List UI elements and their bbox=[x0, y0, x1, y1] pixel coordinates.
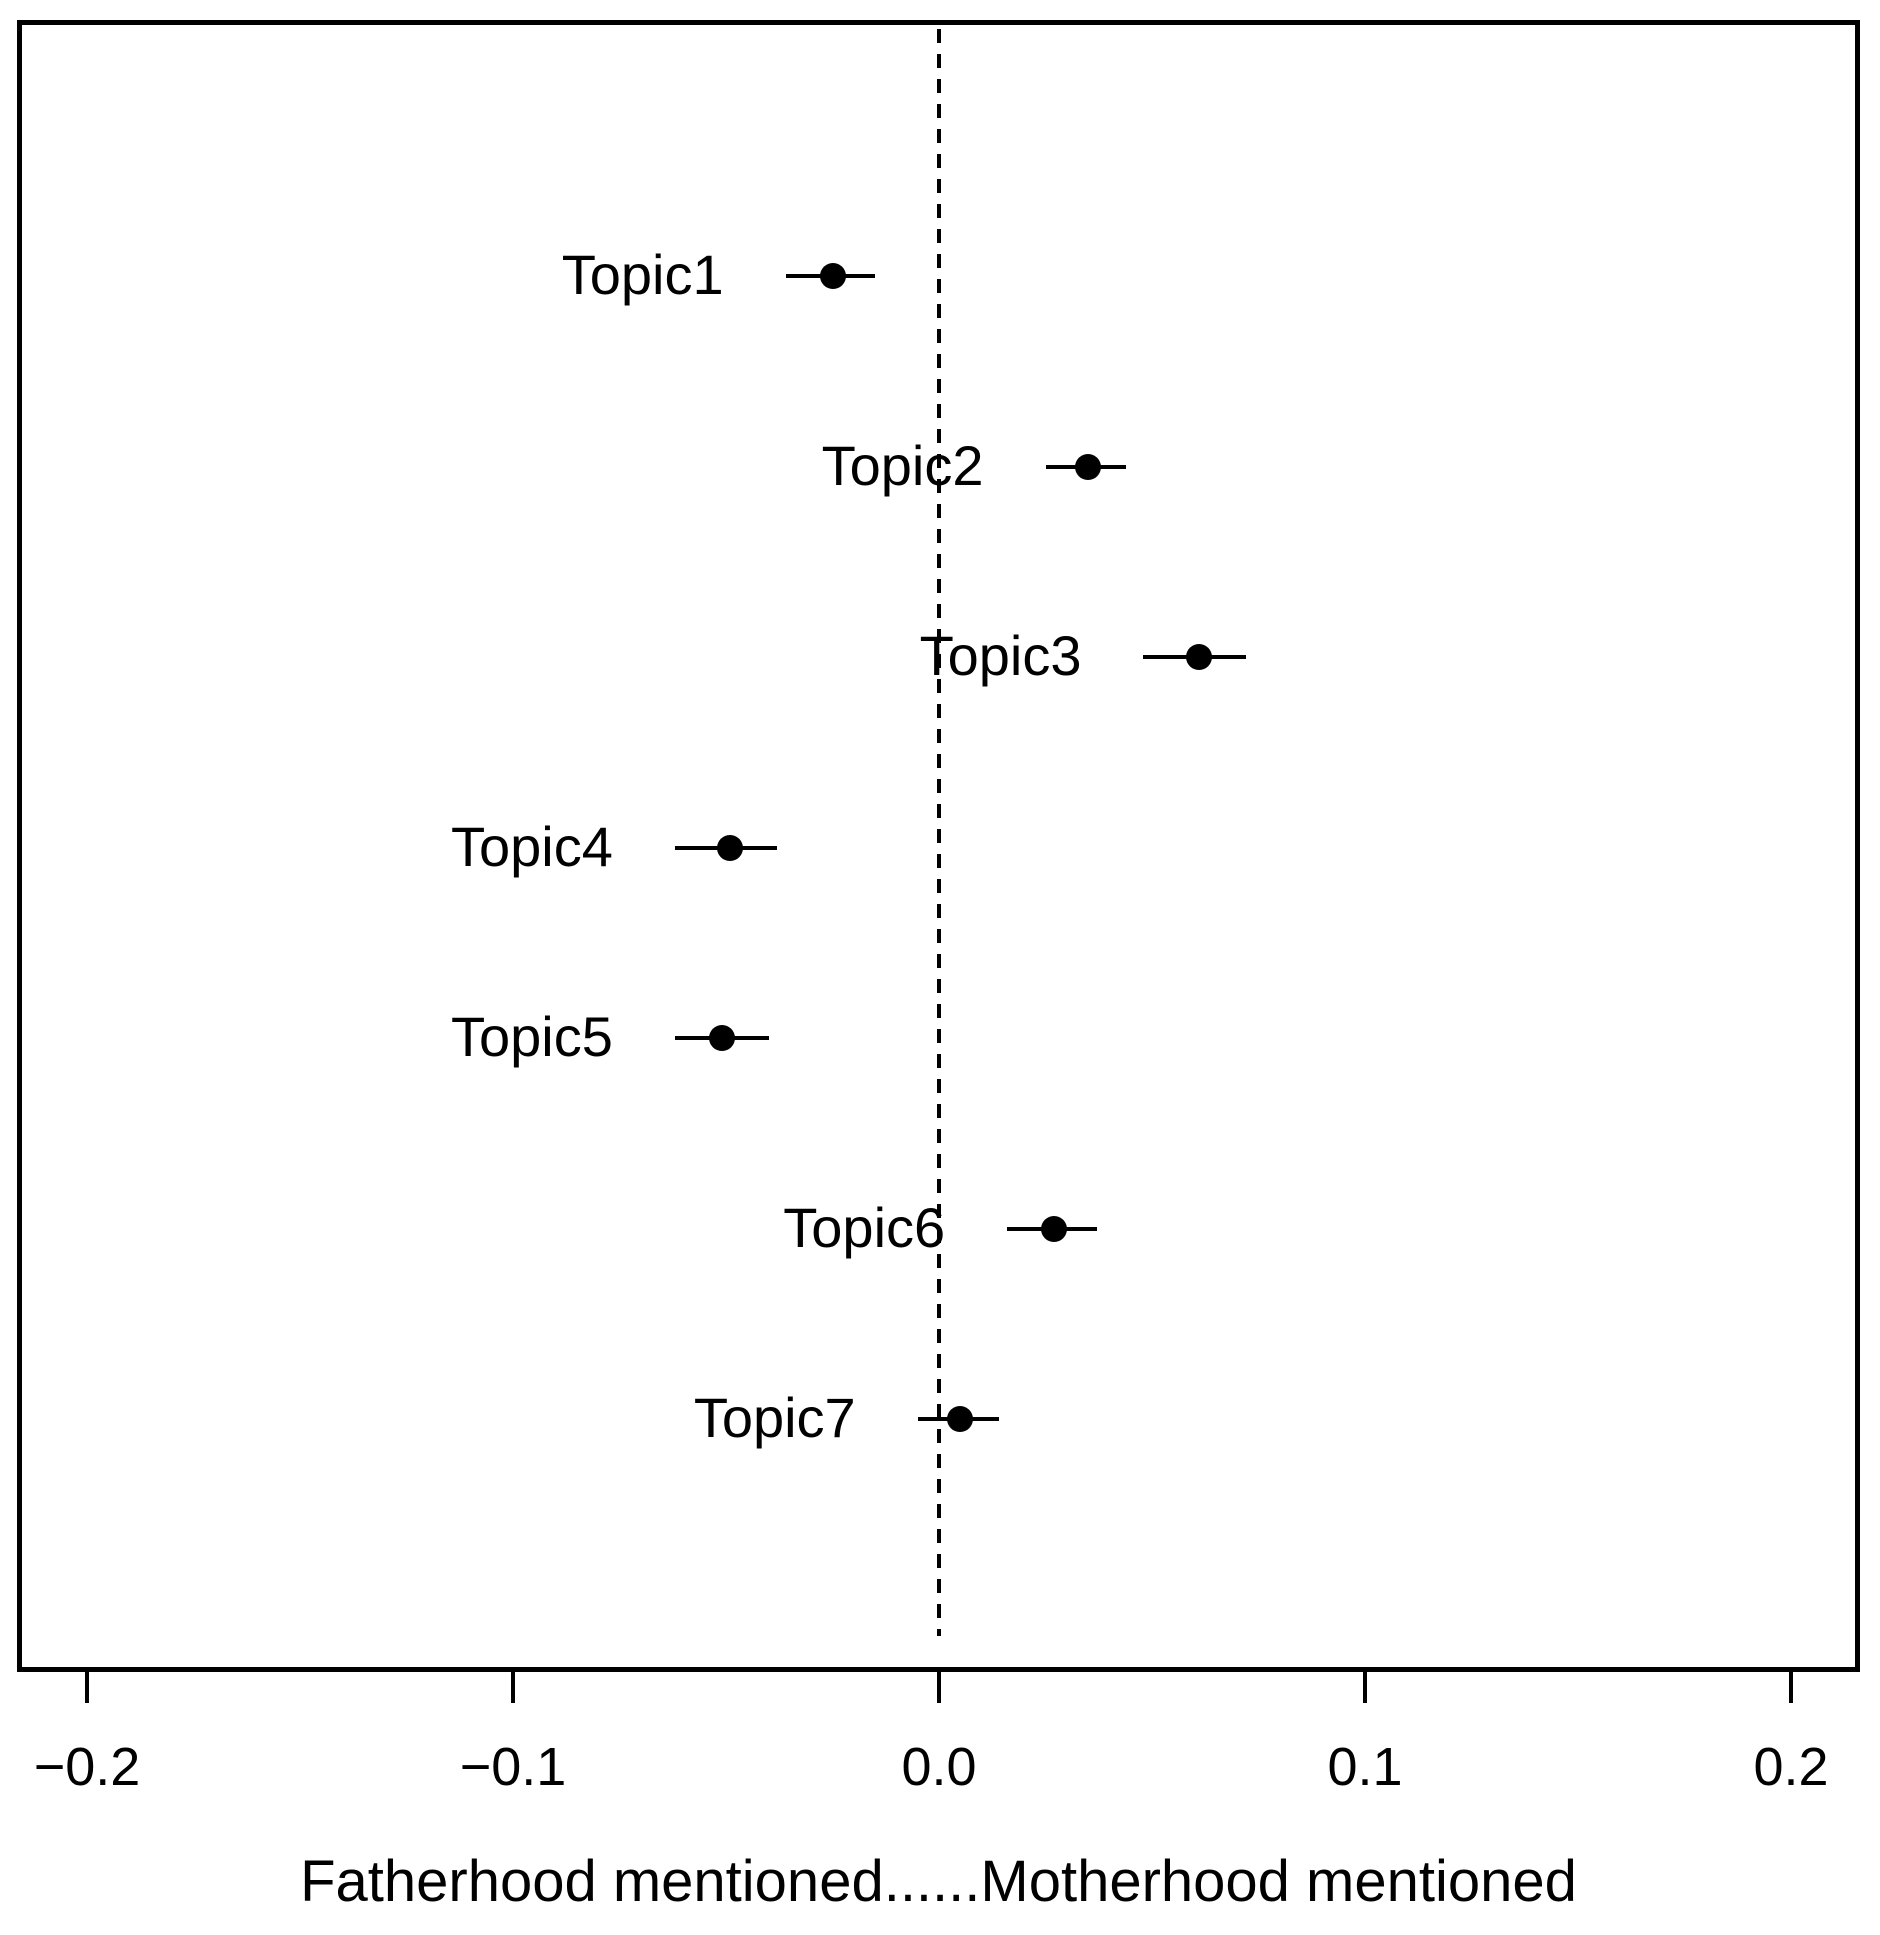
x-axis-tick-mark bbox=[937, 1672, 941, 1703]
x-axis-tick-mark bbox=[1363, 1672, 1367, 1703]
estimate-dot bbox=[1185, 644, 1212, 670]
estimate-dot bbox=[708, 1025, 735, 1051]
estimate-dot bbox=[717, 834, 744, 861]
estimate-dot bbox=[1075, 453, 1102, 480]
x-axis-tick-label: 0.2 bbox=[1753, 1737, 1829, 1797]
x-axis-tick-label: 0.1 bbox=[1327, 1737, 1403, 1797]
x-axis-tick-label: 0.0 bbox=[901, 1737, 977, 1797]
topic-label: Topic3 bbox=[919, 624, 1082, 687]
x-axis-tick-mark bbox=[1789, 1672, 1793, 1703]
topic-label: Topic2 bbox=[821, 433, 984, 497]
topic-label: Topic5 bbox=[451, 1005, 613, 1068]
x-axis-title: Fatherhood mentioned......Motherhood men… bbox=[300, 1849, 1577, 1914]
zero-reference-dashed-line bbox=[937, 29, 941, 1636]
x-axis-tick-mark bbox=[511, 1672, 515, 1703]
x-axis-tick-label: −0.1 bbox=[459, 1737, 567, 1797]
x-axis-tick-mark bbox=[85, 1672, 89, 1703]
x-axis-tick-label: −0.2 bbox=[33, 1737, 141, 1797]
topic-label: Topic4 bbox=[451, 814, 613, 878]
topic-label: Topic6 bbox=[783, 1195, 946, 1259]
topic-label: Topic7 bbox=[693, 1386, 856, 1449]
estimate-dot bbox=[1041, 1215, 1068, 1242]
estimate-dot bbox=[819, 263, 846, 289]
topic-label: Topic1 bbox=[561, 243, 724, 306]
estimate-dot bbox=[947, 1406, 974, 1432]
